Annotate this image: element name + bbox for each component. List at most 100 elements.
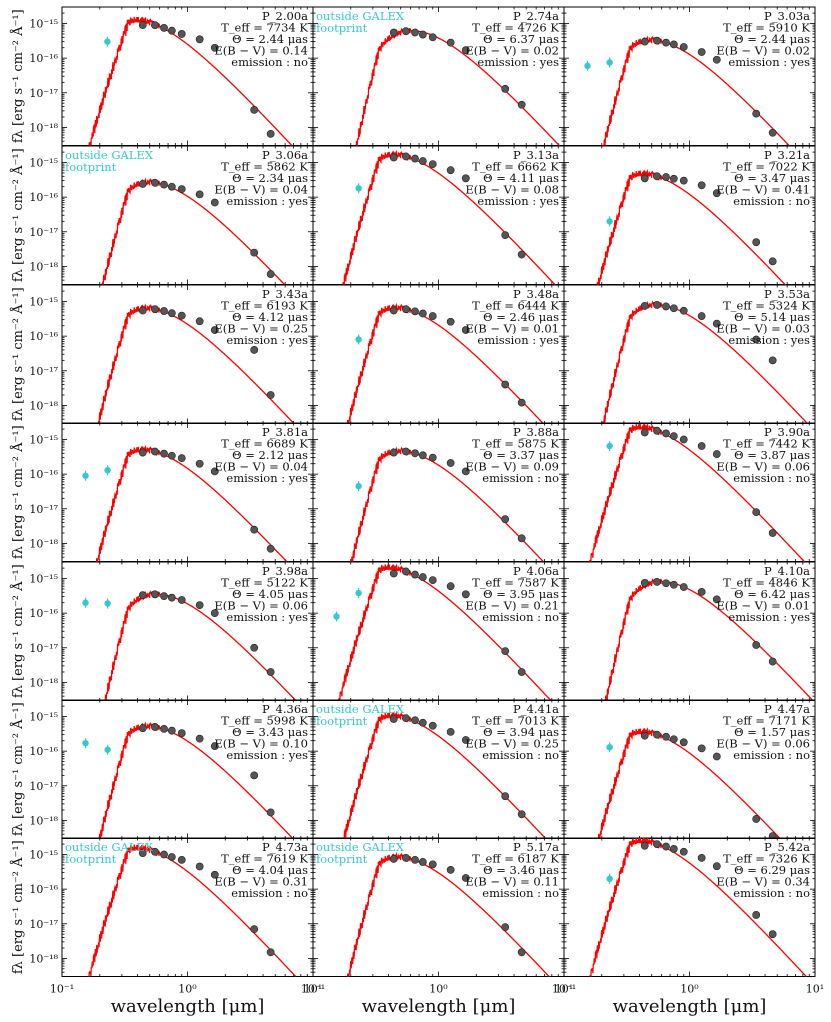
emission-label: emission : yes <box>728 610 810 624</box>
teff-label: T_eff = 7171 K <box>723 714 810 728</box>
outer-labels: wavelength [μm] wavelength [μm] wavelength… <box>111 996 767 1017</box>
model-spectrum <box>596 169 786 285</box>
model-spectrum <box>342 149 556 285</box>
photometry-point <box>138 180 147 188</box>
teff-label: T_eff = 6444 K <box>472 299 559 313</box>
emission-label: emission : no <box>733 748 810 762</box>
photometry-point <box>195 734 204 743</box>
photometry-point <box>501 231 510 240</box>
panel-name: P_3.48a <box>513 287 559 301</box>
panel-name: P_3.88a <box>513 425 559 439</box>
galex-point <box>333 613 340 620</box>
photometry-point <box>195 317 204 326</box>
x-axis-label: wavelength [μm] <box>613 996 767 1017</box>
photometry-point <box>446 865 455 874</box>
photometry-point <box>167 451 176 460</box>
photometry-point <box>389 715 398 723</box>
emission-label: emission : no <box>733 886 810 900</box>
photometry-point <box>160 180 168 189</box>
y-tick-label: 10⁻¹⁸ <box>29 260 58 273</box>
photometry-point <box>151 21 159 30</box>
galex-point <box>104 600 111 607</box>
photometry-point <box>712 595 721 604</box>
photometry-point <box>266 129 275 138</box>
photometry-point <box>768 930 777 939</box>
photometry-point <box>662 173 670 181</box>
y-tick-label: 10⁻¹⁶ <box>29 330 58 343</box>
photometry-point <box>210 198 219 207</box>
galex-point <box>606 442 613 450</box>
photometry-point <box>411 570 419 579</box>
theta-label: Θ = 4.11 μas <box>483 171 559 185</box>
outside-galex-note: footprint <box>65 160 117 174</box>
teff-label: T_eff = 6689 K <box>221 437 308 451</box>
photometry-point <box>662 842 670 851</box>
photometry-point <box>389 153 398 162</box>
emission-label: emission : no <box>733 471 810 485</box>
model-spectrum <box>97 303 295 424</box>
photometry-point <box>669 845 678 853</box>
ebv-label: E(B − V) = 0.06 <box>214 599 308 613</box>
photometry-point <box>389 28 398 37</box>
photometry-point <box>662 732 670 741</box>
photometry-point <box>177 855 186 864</box>
y-tick-label: 10⁻¹⁵ <box>29 296 58 309</box>
panel-name: P_4.10a <box>764 564 810 578</box>
photometry-point <box>418 718 427 727</box>
ebv-label: E(B − V) = 0.10 <box>214 737 308 751</box>
photometry-point <box>461 46 470 55</box>
photometry-point <box>210 609 219 618</box>
photometry-point <box>640 731 649 740</box>
photometry-point <box>428 576 437 585</box>
photometry-point <box>250 925 259 934</box>
photometry-point <box>752 238 761 247</box>
y-axis-label: fλ [erg s⁻¹ cm⁻² Å⁻¹] <box>10 702 26 836</box>
panel-name: P_4.41a <box>513 702 559 716</box>
photometry-point <box>669 174 678 183</box>
theta-label: Θ = 2.34 μas <box>232 171 308 185</box>
model-spectrum <box>95 445 288 562</box>
photometry-point <box>768 657 777 666</box>
photometry-point <box>167 26 176 35</box>
photometry-point <box>389 854 398 863</box>
galex-point <box>606 875 613 882</box>
y-tick-label: 10⁻¹⁵ <box>29 573 58 586</box>
photometry-point <box>640 174 649 183</box>
photometry-point <box>653 426 661 435</box>
photometry-point <box>679 435 688 444</box>
ebv-label: E(B − V) = 0.09 <box>465 460 559 474</box>
photometry-point <box>461 590 470 599</box>
galex-point <box>355 589 362 597</box>
panel-name: P_3.90a <box>764 425 810 439</box>
panel-name: P_3.81a <box>262 425 308 439</box>
photometry-point <box>250 346 259 354</box>
y-tick-label: 10⁻¹⁷ <box>29 365 58 378</box>
y-tick-label: 10⁻¹⁶ <box>29 883 58 896</box>
y-axis-label: fλ [erg s⁻¹ cm⁻² Å⁻¹] <box>10 287 26 421</box>
ebv-label: E(B − V) = 0.21 <box>465 599 559 613</box>
teff-label: T_eff = 6193 K <box>221 299 308 313</box>
model-spectrum <box>338 563 552 701</box>
photometry-point <box>752 815 761 823</box>
photometry-point <box>177 185 186 194</box>
model-spectrum <box>101 177 286 285</box>
photometry-point <box>669 580 678 589</box>
ebv-label: E(B − V) = 0.03 <box>716 322 810 336</box>
photometry-point <box>418 858 427 866</box>
photometry-point <box>177 596 186 604</box>
ebv-label: E(B − V) = 0.02 <box>465 44 559 58</box>
photometry-point <box>195 35 204 44</box>
photometry-point <box>138 849 147 857</box>
photometry-point <box>151 847 159 856</box>
theta-label: Θ = 6.29 μas <box>734 863 810 877</box>
y-tick-label: 10⁻¹⁸ <box>29 676 58 689</box>
emission-label: emission : no <box>231 886 308 900</box>
photometry-point <box>653 300 661 309</box>
